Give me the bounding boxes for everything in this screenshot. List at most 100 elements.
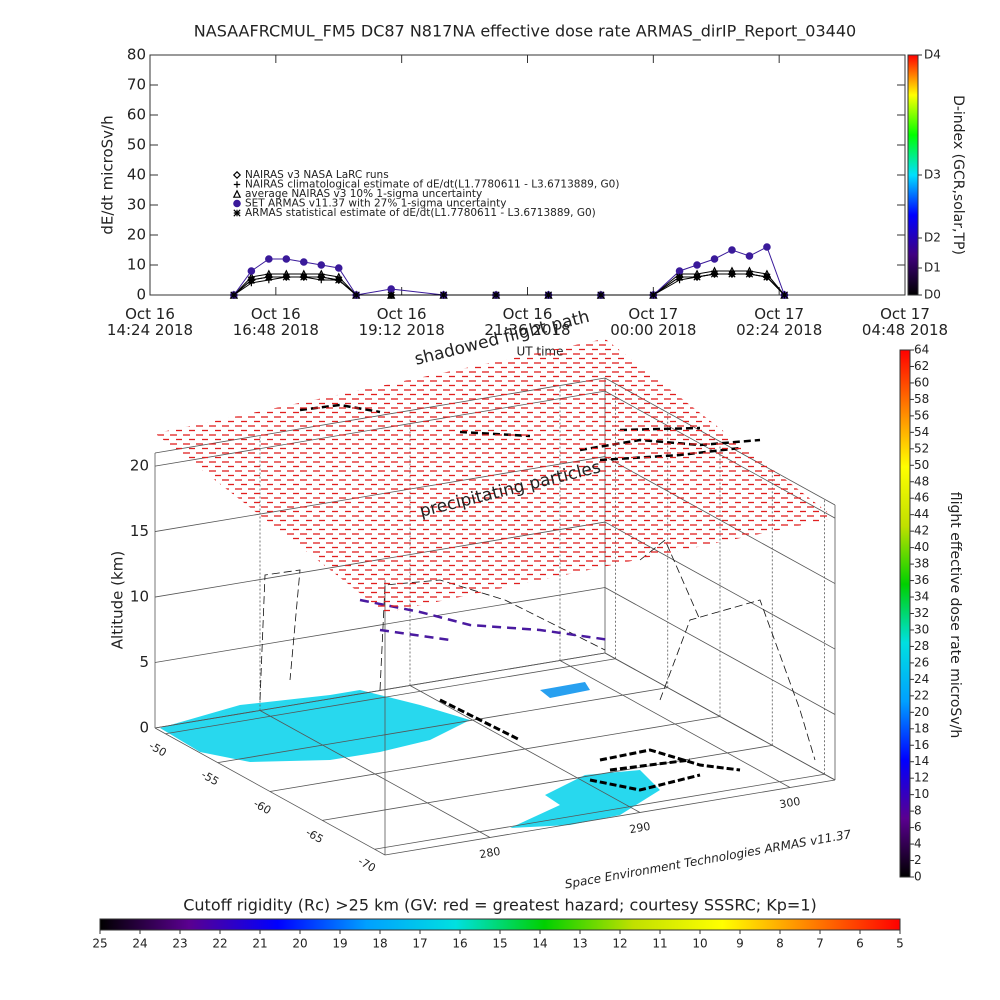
grid-line xyxy=(269,716,721,792)
data-point xyxy=(230,291,238,299)
colorbar-tick-label: 25 xyxy=(92,937,107,951)
series-line xyxy=(233,246,785,296)
data-point xyxy=(299,258,308,266)
x-tick-label: Oct 16 14:24 2018 xyxy=(106,305,194,339)
y-tick-label: 40 xyxy=(127,166,146,184)
flight-track xyxy=(359,598,611,642)
data-point xyxy=(317,273,325,281)
y-tick-label: 70 xyxy=(127,76,146,94)
legend-label: NAIRAS v3 NASA LaRC runs xyxy=(245,169,389,181)
grid-line xyxy=(259,710,491,838)
data-point xyxy=(649,291,657,299)
y-tick-label: 60 xyxy=(127,106,146,124)
x-tick-label: Oct 16 16:48 2018 xyxy=(232,305,319,339)
colorbar-tick-label: 26 xyxy=(914,655,929,669)
y-tick-label: 10 xyxy=(127,256,146,274)
data-point xyxy=(675,267,684,275)
colorbar-tick-label: 40 xyxy=(914,540,929,554)
colorbar-tick-label: 24 xyxy=(914,672,929,686)
colorbar-tick-label: 18 xyxy=(372,937,387,951)
series-line xyxy=(233,273,785,296)
series-line xyxy=(233,270,785,296)
data-point xyxy=(317,261,326,269)
colorbar-tick-label: D4 xyxy=(924,48,941,62)
colorbar-tick-label: 10 xyxy=(692,937,707,951)
data-point xyxy=(763,243,771,251)
colorbar-tick-label: 0 xyxy=(914,870,922,884)
lat-tick-label: -50 xyxy=(147,739,169,759)
y-tick-label: 20 xyxy=(127,226,146,244)
colorbar-tick-label: 8 xyxy=(914,804,922,818)
data-point xyxy=(282,273,290,281)
data-point xyxy=(745,252,754,260)
grid-line xyxy=(154,652,606,729)
colorbar-tick-label: 34 xyxy=(914,590,929,604)
data-point xyxy=(265,255,273,263)
colorbar-tick-label: 5 xyxy=(896,937,904,951)
rigidity-patch xyxy=(160,690,470,762)
flight-track xyxy=(439,698,741,792)
data-point xyxy=(710,270,719,278)
data-point xyxy=(745,270,754,278)
data-point xyxy=(387,291,395,299)
z-tick-label: 15 xyxy=(130,522,149,540)
colorbar-label: flight effective dose rate microSv/h xyxy=(947,492,963,738)
lat-tick-label: -65 xyxy=(303,826,325,846)
colorbar-tick-label: 32 xyxy=(914,606,929,620)
colorbar-tick-label: D2 xyxy=(924,231,941,245)
particle-plane xyxy=(155,338,835,613)
x-tick-label: Oct 17 04:48 2018 xyxy=(861,305,949,339)
y-axis-label: dE/dt microSv/h xyxy=(99,115,117,234)
rigidity-patch xyxy=(540,682,590,698)
colorbar-tick-label: 10 xyxy=(914,787,929,801)
colorbar-tick-label: 56 xyxy=(914,408,929,422)
data-point xyxy=(492,291,500,299)
colorbar-tick-label: 23 xyxy=(172,937,187,951)
legend-symbol xyxy=(232,189,242,198)
colorbar-tick-label: 28 xyxy=(914,639,929,653)
data-point xyxy=(335,276,343,284)
data-point xyxy=(597,291,605,299)
data-point xyxy=(780,291,789,299)
data-point xyxy=(693,261,701,269)
data-point xyxy=(247,276,255,284)
colorbar-tick-label: 4 xyxy=(914,837,922,851)
colorbar-label: D-index (GCR,solar,TP) xyxy=(950,95,966,255)
x-tick-label: Oct 16 21:36 2018 xyxy=(484,305,571,339)
colorbar-tick-label: 14 xyxy=(914,754,929,768)
data-point xyxy=(763,273,771,281)
colorbar-tick-label: 21 xyxy=(252,937,267,951)
x-tick-label: Oct 17 00:00 2018 xyxy=(610,305,697,339)
colorbar-tick-label: D0 xyxy=(924,288,941,302)
grid-line xyxy=(559,660,791,788)
colorbar-tick-label: 42 xyxy=(914,524,929,538)
colorbar-tick-label: 60 xyxy=(914,375,929,389)
legend-symbol xyxy=(233,181,241,188)
data-point xyxy=(710,255,719,263)
data-point xyxy=(439,291,448,299)
grid-line xyxy=(154,587,606,663)
legend-label: SET ARMAS v11.37 with 27% 1-sigma uncert… xyxy=(245,198,507,210)
y-tick-label: 30 xyxy=(127,196,146,214)
colorbar-tick-label: 20 xyxy=(292,937,307,951)
data-point xyxy=(693,273,701,281)
colorbar-tick-label: 20 xyxy=(914,705,929,719)
colorbar-tick-label: 30 xyxy=(914,622,929,636)
x-tick-label: Oct 17 02:24 2018 xyxy=(736,305,823,339)
y-tick-label: 80 xyxy=(127,46,146,64)
colorbar-tick-label: 36 xyxy=(914,573,929,587)
colorbar-tick-label: 44 xyxy=(914,507,929,521)
annotation: Space Environment Technologies ARMAS v11… xyxy=(564,827,853,891)
grid-line xyxy=(604,652,836,781)
data-point xyxy=(300,273,308,281)
colorbar-tick-label: 11 xyxy=(652,937,667,951)
legend-symbol xyxy=(233,209,241,217)
lat-tick-label: -60 xyxy=(251,797,273,817)
legend-symbol xyxy=(232,170,242,180)
colorbar-tick-label: D1 xyxy=(924,261,941,275)
colorbar-tick-label: 7 xyxy=(816,937,824,951)
z-tick-label: 10 xyxy=(130,588,149,606)
colorbar-tick-label: D3 xyxy=(924,168,941,182)
colorbar-tick-label: 22 xyxy=(212,937,227,951)
